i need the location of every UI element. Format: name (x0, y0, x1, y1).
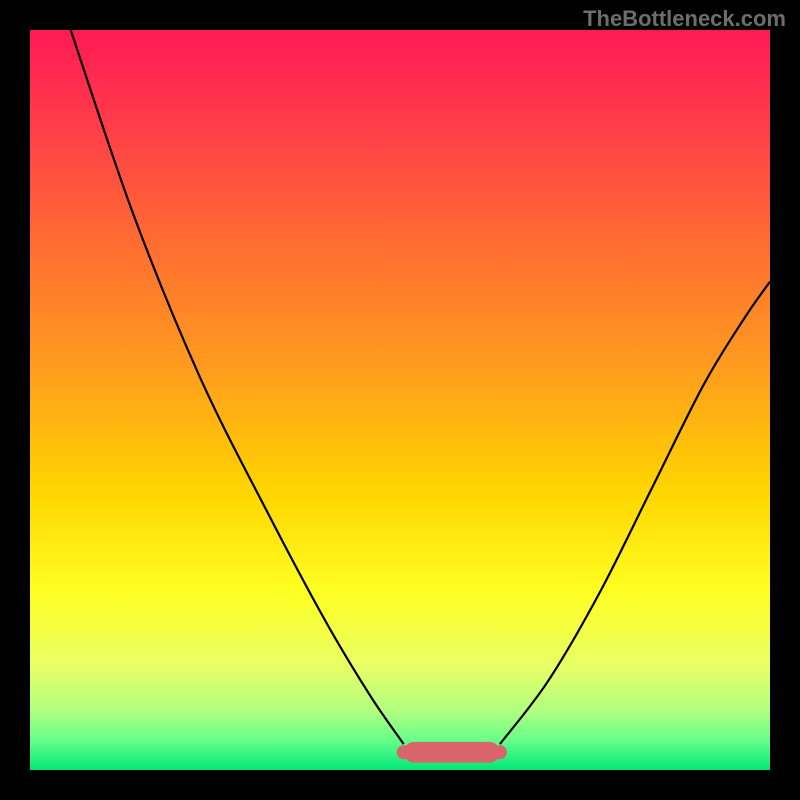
bottleneck-band (397, 742, 507, 763)
left-curve (71, 30, 404, 744)
right-curve (500, 282, 770, 744)
plot-area (30, 30, 770, 770)
watermark-text: TheBottleneck.com (583, 6, 786, 32)
chart-stage: TheBottleneck.com (0, 0, 800, 800)
curve-layer (30, 30, 770, 770)
